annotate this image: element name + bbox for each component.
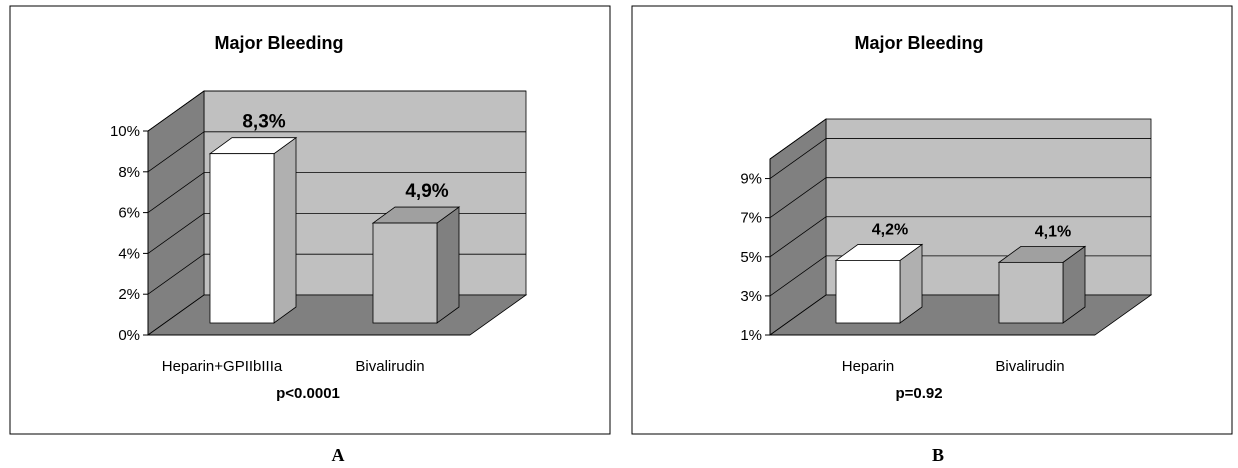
y-tick-label: 1% bbox=[740, 327, 762, 344]
gridline-side bbox=[769, 255, 827, 297]
chart-floor bbox=[768, 294, 1153, 336]
gridline-side bbox=[147, 213, 205, 254]
p-value-annotation: p=0.92 bbox=[895, 385, 942, 402]
chart-title: Major Bleeding bbox=[214, 33, 343, 53]
y-tick-label: 6% bbox=[118, 205, 140, 222]
chart-title: Major Bleeding bbox=[854, 33, 983, 53]
y-tick-label: 8% bbox=[118, 164, 140, 181]
chart-panel-b: Major Bleeding 1% 3% 5% 7% 9% 4,2% Heparin 4,1% B… bbox=[631, 5, 1233, 435]
bar-side bbox=[273, 136, 297, 324]
y-tick-label: 4% bbox=[118, 245, 140, 262]
y-tick-label: 7% bbox=[740, 210, 762, 227]
y-tick-label: 3% bbox=[740, 288, 762, 305]
y-tick-label: 2% bbox=[118, 286, 140, 303]
gridline-side bbox=[147, 172, 205, 213]
bar bbox=[998, 261, 1064, 324]
gridline-side bbox=[769, 118, 827, 160]
p-value-annotation: p<0.0001 bbox=[276, 385, 340, 402]
y-tick-label: 0% bbox=[118, 327, 140, 344]
panel-caption-b: B bbox=[931, 445, 944, 465]
x-category-label: Bivalirudin bbox=[355, 358, 424, 375]
gridline-side bbox=[147, 131, 205, 173]
bar bbox=[835, 260, 901, 324]
panel-caption-a: A bbox=[331, 445, 345, 465]
x-category-label: Heparin+GPIIbIIIa bbox=[162, 358, 283, 375]
gridline-side bbox=[147, 253, 205, 295]
x-category-label: Heparin bbox=[842, 358, 895, 375]
gridline-side bbox=[769, 138, 827, 179]
side-wall bbox=[147, 90, 205, 336]
y-tick-label: 9% bbox=[740, 171, 762, 188]
bar-data-label: 4,9% bbox=[405, 181, 448, 202]
chart-panel-a: Major Bleeding 0% 2% 4% 6% 8% 10% 8,3% Heparin+G… bbox=[9, 5, 611, 435]
x-category-label: Bivalirudin bbox=[995, 358, 1064, 375]
bar-data-label: 4,2% bbox=[872, 221, 908, 238]
bar-side bbox=[436, 206, 460, 324]
chart-floor bbox=[146, 294, 528, 336]
gridline-side bbox=[769, 216, 827, 258]
bar-data-label: 8,3% bbox=[242, 112, 285, 133]
gridline-side bbox=[769, 177, 827, 218]
bar bbox=[209, 153, 275, 324]
gridline-side bbox=[147, 90, 205, 132]
y-tick-label: 10% bbox=[110, 123, 140, 140]
y-tick-label: 5% bbox=[740, 249, 762, 266]
bar-data-label: 4,1% bbox=[1035, 223, 1071, 240]
bar bbox=[372, 222, 438, 324]
